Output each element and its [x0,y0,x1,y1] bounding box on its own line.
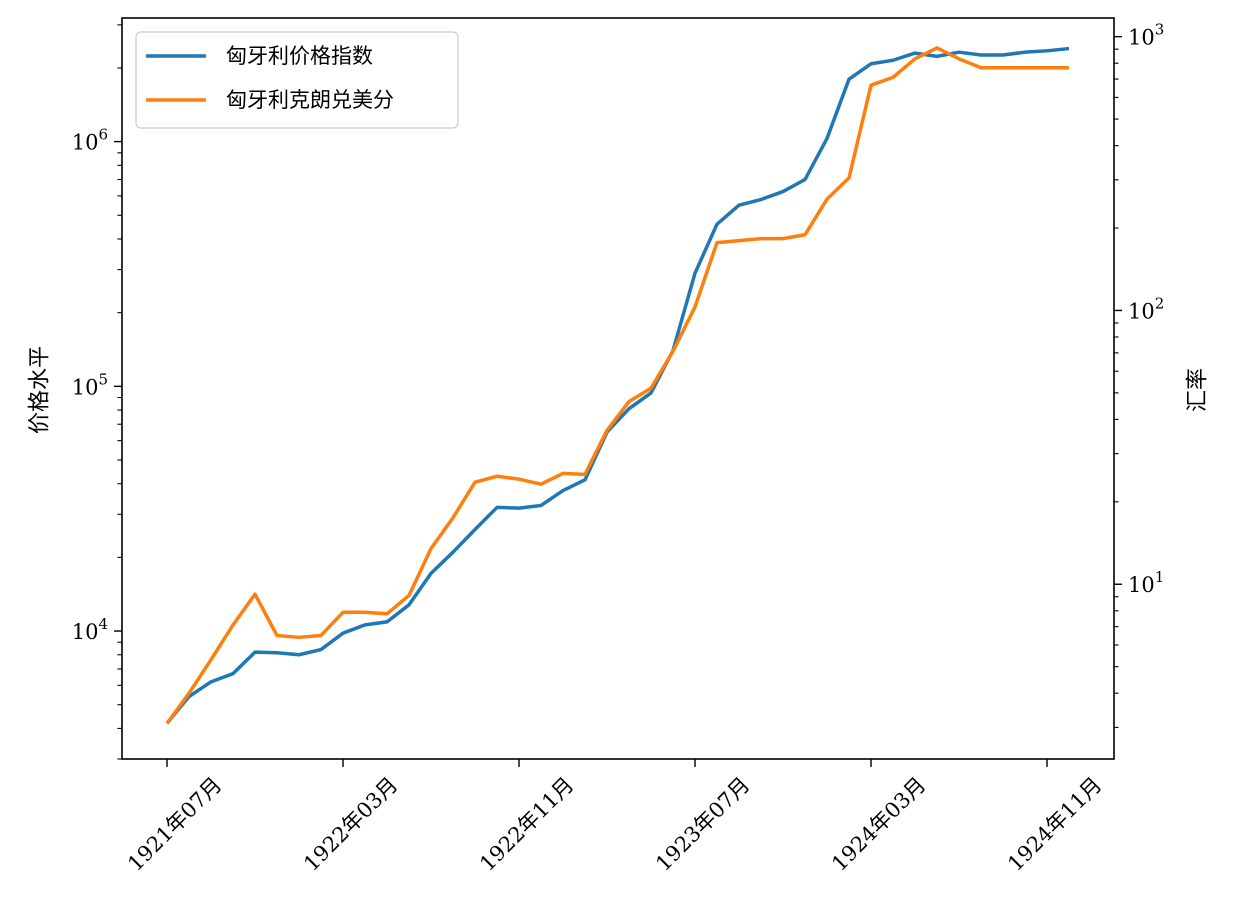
x-tick-label: 1923年07月 [651,773,754,876]
plot-frame [121,17,1115,760]
legend-label-exchange-rate: 匈牙利克朗兑美分 [226,88,394,112]
right-tick-label: 102 [1128,294,1164,323]
x-tick-label: 1922年11月 [475,773,578,876]
x-tick-label: 1924年11月 [1003,773,1106,876]
right-y-axis: 101 102 103 [1114,21,1164,728]
left-tick-label: 105 [72,370,108,399]
right-axis-title: 汇率 [1186,368,1211,412]
left-axis-title: 价格水平 [28,346,53,434]
legend-label-price-index: 匈牙利价格指数 [226,44,373,68]
x-axis: 1921年07月 1922年03月 1922年11月 1923年07月 1924年03月… [123,759,1107,876]
series-line-price-index [165,46,1070,725]
x-tick-label: 1921年07月 [123,773,226,876]
legend: 匈牙利价格指数 匈牙利克朗兑美分 [135,31,459,129]
series-line-exchange-rate [165,46,1069,725]
legend-box [135,31,459,129]
left-tick-label: 106 [72,126,108,155]
right-tick-label: 101 [1128,568,1164,597]
left-tick-label: 104 [72,615,108,644]
right-tick-label: 103 [1128,21,1164,50]
left-y-axis: 104 105 106 [72,24,122,760]
x-tick-label: 1922年03月 [299,773,402,876]
x-tick-label: 1924年03月 [827,773,930,876]
